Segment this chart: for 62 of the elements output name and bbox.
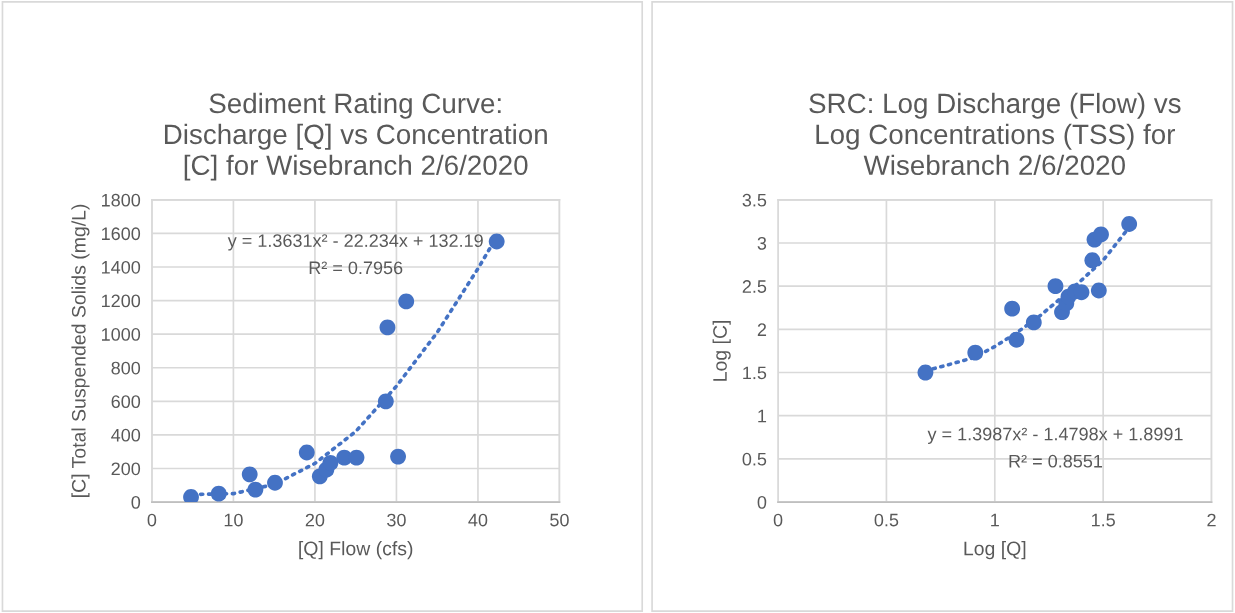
- x-tick-label: 0: [773, 513, 783, 527]
- point: [1025, 314, 1042, 331]
- point: [267, 474, 283, 491]
- y-tick-label: 1800: [102, 193, 141, 207]
- point: [241, 466, 258, 483]
- y-tick-label: 0: [757, 495, 767, 509]
- point: [1093, 226, 1109, 243]
- chart-title: Sediment Rating Curve: Discharge [Q] vs Concentration [C] for Wisebranch 2/6/2020: [164, 92, 547, 181]
- point: [398, 293, 415, 310]
- x-tick-label: 40: [468, 513, 488, 527]
- point: [1008, 331, 1025, 348]
- y-tick-label: 800: [111, 361, 141, 375]
- y-tick-label: 0.5: [742, 452, 767, 466]
- y-tick-label: 1600: [102, 227, 141, 241]
- y-tick-label: 200: [111, 462, 141, 476]
- point: [1121, 216, 1138, 232]
- point: [1047, 278, 1064, 295]
- x-tick-label: 1: [991, 513, 999, 527]
- point: [1084, 252, 1101, 269]
- annotation: y = 1.3987x² - 1.4798x + 1.8991: [927, 427, 1183, 444]
- y-axis-title: Log [C]: [712, 320, 731, 381]
- point: [377, 393, 394, 410]
- y-tick-label: 1.5: [743, 366, 767, 380]
- y-tick-label: 400: [111, 428, 141, 442]
- point: [967, 344, 984, 361]
- point: [210, 485, 227, 502]
- point: [390, 448, 406, 465]
- y-tick-label: 2.5: [742, 280, 767, 293]
- point: [1004, 300, 1021, 317]
- x-tick-label: 10: [224, 513, 243, 527]
- point: [183, 489, 199, 503]
- x-tick-label: 1.5: [1091, 513, 1115, 527]
- y-tick-label: 3.5: [742, 193, 767, 207]
- x-tick-label: 2: [1207, 513, 1216, 527]
- point: [917, 364, 934, 381]
- y-tick-label: 3: [757, 236, 767, 250]
- point: [298, 444, 315, 461]
- x-tick-label: 50: [550, 513, 569, 527]
- chart-title: SRC: Log Discharge (Flow) vs Log Concentrations (TSS) for Wisebranch 2/6/2020: [809, 92, 1181, 176]
- y-tick-label: 2: [757, 323, 767, 336]
- x-axis-title: Log [Q]: [964, 541, 1026, 560]
- point: [1090, 282, 1107, 299]
- y-tick-label: 1: [758, 409, 767, 423]
- x-tick-label: 30: [387, 513, 406, 527]
- x-tick-label: 0.5: [874, 513, 899, 527]
- point: [488, 233, 505, 250]
- point: [379, 319, 396, 336]
- x-tick-label: 20: [305, 513, 325, 527]
- annotation: R² = 0.7956: [309, 261, 403, 275]
- y-tick-label: 0: [131, 495, 141, 509]
- y-tick-label: 1400: [102, 260, 141, 274]
- point: [322, 455, 339, 471]
- x-axis-title: [Q] Flow (cfs): [299, 541, 413, 560]
- point: [247, 481, 264, 498]
- x-tick-label: 0: [147, 513, 157, 527]
- annotation: R² = 0.8551: [1009, 454, 1103, 468]
- y-tick-label: 600: [111, 395, 141, 409]
- y-axis-title: [C] Total Suspended Solids (mg/L): [71, 204, 90, 497]
- y-tick-label: 1000: [102, 328, 141, 341]
- point: [348, 449, 365, 466]
- y-tick-label: 1200: [102, 294, 141, 308]
- annotation: y = 1.3631x² - 22.234x + 132.19: [227, 234, 483, 251]
